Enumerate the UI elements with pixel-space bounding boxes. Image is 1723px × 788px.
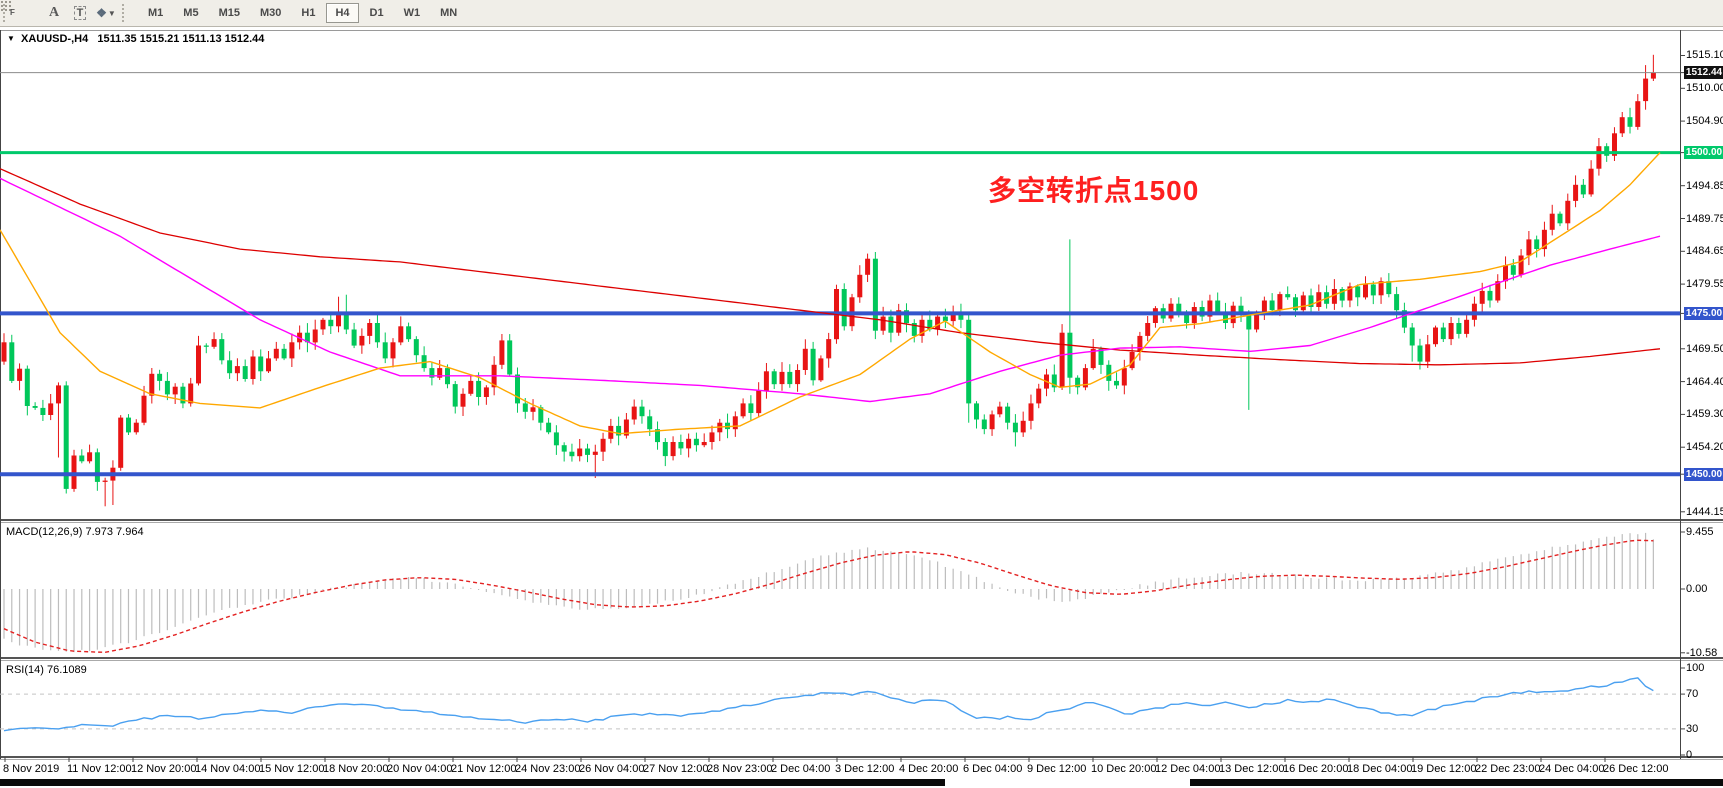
macd-histogram	[4, 533, 1653, 652]
chart-canvas[interactable]	[0, 0, 1723, 788]
taskbar-edge-left	[0, 779, 945, 786]
taskbar-edge-right	[1190, 779, 1723, 786]
mt4-window: { "toolbar": { "tools": [ {"name": "cros…	[0, 0, 1723, 788]
rsi-line	[4, 678, 1653, 731]
